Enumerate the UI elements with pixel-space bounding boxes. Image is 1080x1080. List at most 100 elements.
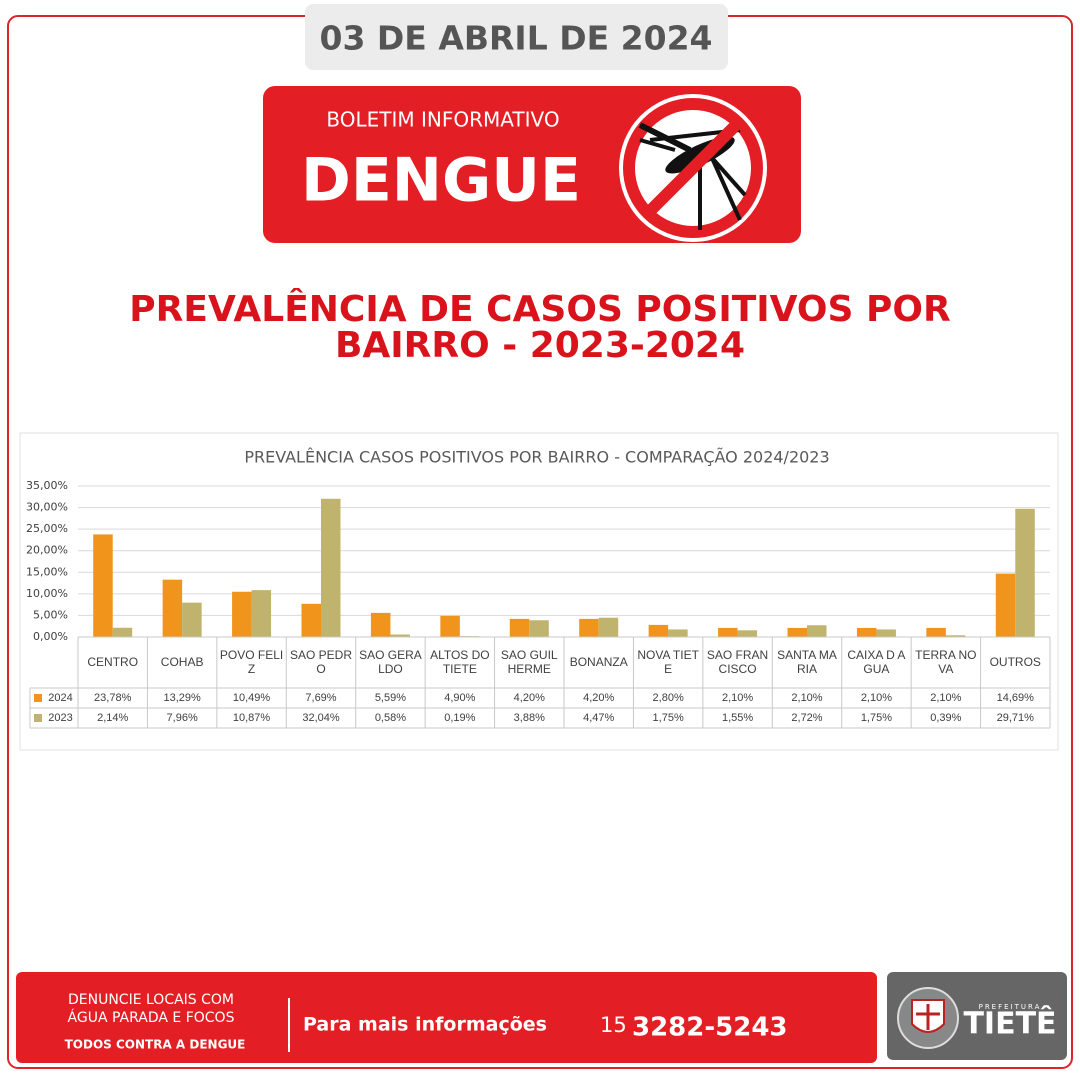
y-tick-label: 15,00%	[26, 565, 68, 578]
y-tick-label: 35,00%	[26, 479, 68, 492]
value-label: 4,90%	[444, 691, 476, 704]
value-label: 1,75%	[652, 711, 684, 724]
x-tick-label: SANTA MARIA	[777, 647, 837, 676]
value-label: 4,47%	[583, 711, 615, 724]
bar	[876, 629, 896, 637]
x-tick-label: SAO GERALDO	[359, 647, 422, 676]
legend-label: 2024	[48, 691, 73, 704]
x-tick-label: TERRA NOVA	[915, 647, 977, 676]
bar	[995, 573, 1016, 637]
value-label: 2,10%	[860, 691, 893, 704]
x-tick-label: SAO FRANCISCO	[706, 647, 769, 676]
footer-line: ÁGUA PARADA E FOCOS	[68, 1009, 235, 1026]
slogan: TODOS CONTRA A DENGUE	[65, 1038, 246, 1052]
emblem	[897, 987, 959, 1049]
value-label: 2,10%	[930, 691, 962, 704]
bar	[251, 590, 272, 637]
value-label: 1,75%	[860, 711, 893, 724]
bar	[737, 630, 758, 637]
legend-swatch	[34, 694, 42, 702]
bar	[93, 534, 113, 637]
bar	[162, 579, 183, 637]
value-label: 2,72%	[791, 711, 823, 724]
kicker: BOLETIM INFORMATIVO	[326, 108, 559, 132]
date-tab	[305, 4, 728, 70]
bar	[370, 612, 391, 637]
area-code: 15	[600, 1013, 627, 1037]
x-tick-label: NOVA TIETE	[637, 647, 699, 676]
value-label: 1,55%	[721, 711, 754, 724]
value-label: 0,39%	[930, 711, 962, 724]
value-label: 13,29%	[163, 691, 201, 704]
headline: DENGUE	[301, 146, 581, 216]
title-line: BAIRRO - 2023-2024	[335, 325, 745, 366]
bar	[807, 625, 827, 637]
x-tick-label: BONANZA	[569, 654, 628, 669]
bar	[787, 627, 807, 637]
x-tick-label: OUTROS	[989, 654, 1041, 669]
bar	[598, 617, 619, 637]
mosquito-icon	[619, 94, 767, 242]
value-label: 14,69%	[996, 691, 1034, 704]
legend-label: 2023	[48, 711, 73, 724]
bar	[390, 634, 410, 637]
value-label: 32,04%	[302, 711, 340, 724]
y-tick-label: 10,00%	[26, 587, 68, 600]
chart-title: PREVALÊNCIA CASOS POSITIVOS POR BAIRRO -…	[244, 448, 829, 467]
bar	[509, 618, 530, 637]
value-label: 7,96%	[166, 711, 198, 724]
phone: 3282-5243	[632, 1013, 788, 1043]
y-tick-label: 0,00%	[33, 630, 68, 643]
bar	[579, 618, 599, 637]
x-tick-label: SAO PEDRO	[289, 647, 352, 676]
bar	[321, 498, 341, 637]
value-label: 10,87%	[232, 711, 271, 724]
title-line: PREVALÊNCIA DE CASOS POSITIVOS POR	[129, 288, 950, 330]
bar	[1015, 508, 1035, 637]
bar	[856, 627, 877, 637]
value-label: 3,88%	[513, 711, 545, 724]
x-tick-label: ALTOS DO TIETE	[430, 647, 490, 676]
bar	[182, 602, 202, 637]
bar	[529, 620, 549, 637]
bar	[718, 627, 738, 637]
x-tick-label: POVO FELIZ	[219, 647, 284, 676]
bar	[232, 591, 252, 637]
bar	[301, 603, 321, 637]
value-label: 29,71%	[996, 711, 1034, 724]
value-label: 10,49%	[232, 691, 271, 704]
bar	[440, 615, 460, 637]
x-tick-label: SAO GUILHERME	[500, 647, 558, 676]
logo-name: TIETÊ	[963, 1006, 1056, 1042]
value-label: 5,59%	[374, 691, 407, 704]
value-label: 0,58%	[374, 711, 407, 724]
y-tick-label: 25,00%	[26, 522, 68, 535]
info-label: Para mais informações	[303, 1014, 547, 1036]
value-label: 4,20%	[583, 691, 615, 704]
value-label: 2,10%	[721, 691, 754, 704]
y-tick-label: 5,00%	[33, 608, 68, 621]
y-tick-label: 20,00%	[26, 544, 68, 557]
value-label: 4,20%	[513, 691, 545, 704]
value-label: 7,69%	[305, 691, 337, 704]
bar	[926, 627, 946, 637]
footer-line: DENUNCIE LOCAIS COM	[68, 992, 234, 1008]
bar	[945, 635, 966, 637]
value-label: 2,10%	[791, 691, 823, 704]
legend-swatch	[34, 714, 42, 722]
value-label: 2,80%	[652, 691, 684, 704]
x-tick-label: CAIXA D AGUA	[847, 647, 906, 676]
bar	[648, 624, 669, 637]
value-label: 0,19%	[444, 711, 476, 724]
bar	[668, 629, 688, 637]
x-tick-label: CENTRO	[87, 654, 139, 669]
value-label: 2,14%	[97, 711, 129, 724]
footer-bar	[16, 972, 877, 1063]
logo-small: PREFEITURA	[979, 1003, 1042, 1011]
x-tick-label: COHAB	[160, 654, 204, 669]
y-tick-label: 30,00%	[26, 501, 68, 514]
bar	[112, 627, 133, 637]
date: 03 DE ABRIL DE 2024	[319, 19, 712, 58]
value-label: 23,78%	[94, 691, 132, 704]
